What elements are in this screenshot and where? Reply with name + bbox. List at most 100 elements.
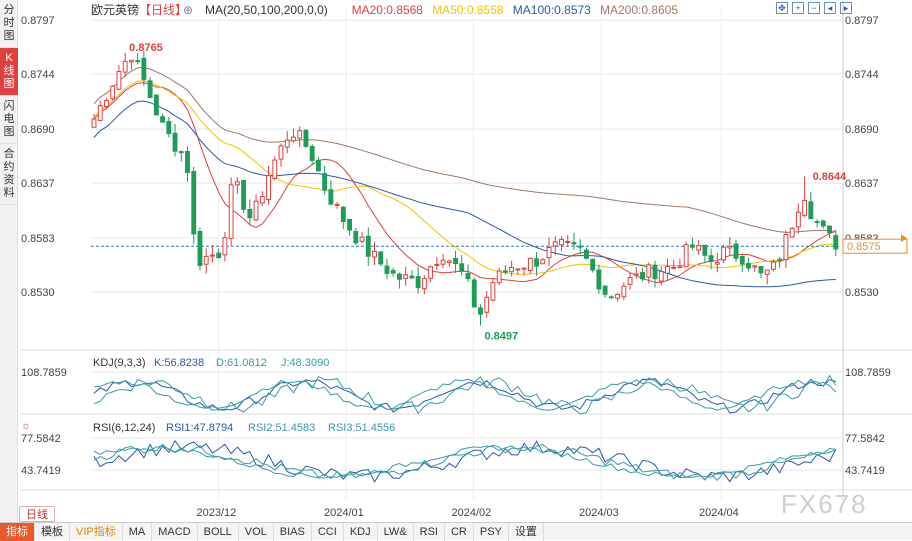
candle-body xyxy=(203,255,209,265)
price-tick-label-right: 0.8744 xyxy=(845,69,879,81)
candle-body xyxy=(465,272,471,279)
candle-body xyxy=(752,265,758,268)
price-tick-label-left: 0.8690 xyxy=(21,124,55,136)
price-tick-label-left: 0.8637 xyxy=(21,178,55,190)
bottom-tab-template[interactable]: 模板 xyxy=(35,522,70,541)
candle-body xyxy=(527,257,533,271)
candle-body xyxy=(827,225,832,234)
candle-body xyxy=(677,265,683,269)
candle-body xyxy=(490,282,496,301)
period-button[interactable]: 日线 xyxy=(19,506,55,522)
ma-legend-item: MA(20,50,100,200,0,0) xyxy=(205,3,328,17)
annotation-high: 0.8765 xyxy=(129,42,163,54)
candle-body xyxy=(403,274,409,280)
ma-legend-item: MA200:0.8605 xyxy=(600,3,678,17)
candle-body xyxy=(459,263,465,272)
candle-body xyxy=(552,241,558,247)
sidebar-tab-contract-info[interactable]: 合约资料 xyxy=(0,144,18,205)
price-tick-label-right: 0.8690 xyxy=(845,124,879,136)
zoom-fit-icon[interactable]: ✥ xyxy=(776,2,788,14)
candle-body xyxy=(739,256,745,265)
candle-body xyxy=(633,273,639,276)
bottom-tab-vol[interactable]: VOL xyxy=(239,522,274,541)
candle-body xyxy=(247,209,253,219)
sidebar-tab-flash[interactable]: 闪电图 xyxy=(0,96,18,144)
bottom-tab-indicators[interactable]: 指标 xyxy=(0,522,35,541)
candle-body xyxy=(640,271,645,280)
candle-body xyxy=(222,237,228,256)
bottom-tab-ma[interactable]: MA xyxy=(123,522,153,541)
bottom-tab-rsi[interactable]: RSI xyxy=(414,522,445,541)
candle-body xyxy=(571,242,577,245)
ma-legend-item: MA50:0.8558 xyxy=(432,3,504,17)
bottom-tab-boll[interactable]: BOLL xyxy=(198,522,239,541)
bottom-tab-cci[interactable]: CCI xyxy=(312,522,344,541)
rsi2-value: RSI2:51.4583 xyxy=(248,422,315,434)
candle-body xyxy=(428,266,434,279)
ma-legend: MA(20,50,100,200,0,0) MA20:0.8568 MA50:0.8… xyxy=(205,3,678,17)
candle-body xyxy=(446,260,452,264)
chart-toolbar: ✥ + − ◂ ▸ xyxy=(776,2,852,14)
candle-body xyxy=(353,230,359,244)
candle-body xyxy=(559,238,564,246)
candle-body xyxy=(303,129,309,147)
candle-body xyxy=(440,259,446,265)
candle-body xyxy=(783,234,789,260)
price-tick-label-left: 0.8797 xyxy=(21,15,55,27)
candle-body xyxy=(315,159,321,172)
candle-body xyxy=(602,285,608,295)
candle-body xyxy=(453,257,458,265)
rsi-title: RSI(6,12,24) xyxy=(93,422,155,434)
candle-body xyxy=(216,252,222,259)
scroll-left-icon[interactable]: ◂ xyxy=(824,2,836,14)
scroll-right-icon[interactable]: ▸ xyxy=(840,2,852,14)
bottom-tab-psy[interactable]: PSY xyxy=(474,522,509,541)
price-tick-label-left: 0.8744 xyxy=(21,69,55,81)
zoom-out-icon[interactable]: − xyxy=(808,2,820,14)
candle-body xyxy=(808,201,814,220)
sidebar-tab-timeshare[interactable]: 分时图 xyxy=(0,0,18,48)
candle-body xyxy=(802,200,808,216)
candle-body xyxy=(378,251,384,265)
zoom-in-icon[interactable]: + xyxy=(792,2,804,14)
rsi-tick-left: 43.7419 xyxy=(21,465,61,477)
candle-body xyxy=(91,118,97,128)
chart-area[interactable]: 0.8797 0.8797 0.8744 0.8744 0.8690 0.8690 0.86… xyxy=(19,0,912,522)
settings-icon[interactable]: ⊕ xyxy=(183,3,193,17)
candle-body xyxy=(565,240,571,243)
bottom-tab-settings[interactable]: 设置 xyxy=(509,522,544,541)
candle-body xyxy=(185,151,190,174)
candlesticks xyxy=(91,51,839,326)
candle-body xyxy=(584,249,589,259)
candle-body xyxy=(721,246,726,261)
candle-body xyxy=(172,132,178,152)
bottom-tab-bias[interactable]: BIAS xyxy=(274,522,312,541)
candle-body xyxy=(496,270,502,284)
candle-body xyxy=(178,151,184,154)
candle-body xyxy=(484,296,490,313)
last-price-marker xyxy=(901,234,907,243)
candle-body xyxy=(116,71,122,90)
candle-body xyxy=(284,139,290,148)
bottom-tab-macd[interactable]: MACD xyxy=(152,522,198,541)
kdj-tick-right: 108.7859 xyxy=(845,367,891,379)
candle-body xyxy=(135,60,141,63)
ma100-line xyxy=(93,100,836,288)
candle-body xyxy=(596,269,602,290)
candle-body xyxy=(421,278,427,290)
grid xyxy=(19,0,912,500)
kdj-j-value: J:48.3090 xyxy=(281,357,329,369)
price-tick-label-right: 0.8530 xyxy=(845,287,879,299)
bottom-tab-cr[interactable]: CR xyxy=(445,522,474,541)
bottom-tab-lw[interactable]: LW& xyxy=(378,522,414,541)
sidebar-tab-kline[interactable]: K线图 xyxy=(0,48,18,96)
candle-body xyxy=(191,170,197,235)
rsi-settings-icon[interactable]: ☼ xyxy=(21,420,31,432)
candle-body xyxy=(160,116,165,123)
bottom-tab-kdj[interactable]: KDJ xyxy=(344,522,378,541)
candle-body xyxy=(434,263,440,266)
candle-body xyxy=(478,307,483,315)
bottom-tab-vip[interactable]: VIP指标 xyxy=(70,522,123,541)
candle-body xyxy=(259,196,265,204)
candle-body xyxy=(372,250,377,258)
